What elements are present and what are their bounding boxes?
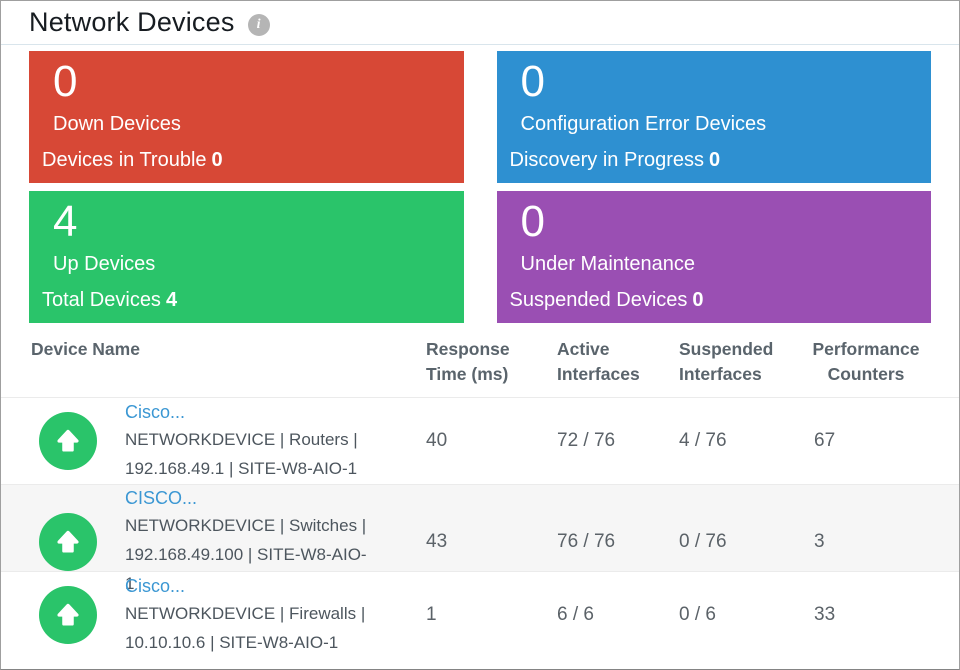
device-cell: Cisco... NETWORKDEVICE | Firewalls | 10.… [1, 573, 426, 657]
card-configuration-error-devices[interactable]: 0 Configuration Error Devices Discovery … [496, 51, 931, 183]
discovery-in-progress-count: 0 [709, 149, 721, 171]
configuration-error-count: 0 [520, 57, 545, 106]
device-cell: Cisco... NETWORKDEVICE | Routers | 192.1… [1, 399, 426, 483]
device-name-link[interactable]: Cisco... [125, 402, 186, 422]
down-devices-label: Down Devices [53, 113, 181, 135]
active-interfaces-value: 6 / 6 [557, 604, 594, 625]
response-time-value: 40 [426, 430, 448, 451]
suspended-devices-label: Suspended Devices [509, 289, 688, 311]
device-detail: NETWORKDEVICE | Firewalls | 10.10.10.6 |… [125, 604, 366, 652]
performance-counters-value: 33 [814, 604, 836, 625]
total-devices[interactable]: Total Devices 4 [42, 289, 177, 312]
devices-in-trouble-label: Devices in Trouble [42, 149, 207, 171]
device-name-link[interactable]: Cisco... [125, 576, 186, 596]
column-header-active-interfaces: Active Interfaces [557, 339, 640, 384]
device-up-status-icon [39, 412, 97, 470]
table-header-row: Device Name Response Time (ms) Active In… [1, 323, 959, 397]
discovery-in-progress-label: Discovery in Progress [509, 149, 705, 171]
device-text: Cisco... NETWORKDEVICE | Firewalls | 10.… [125, 573, 371, 657]
device-detail: NETWORKDEVICE | Switches | 192.168.49.10… [125, 516, 367, 593]
column-header-device-name: Device Name [31, 339, 140, 359]
table-row: CISCO... NETWORKDEVICE | Switches | 192.… [1, 484, 959, 593]
response-time-value: 1 [426, 604, 437, 625]
table-body: Cisco... NETWORKDEVICE | Routers | 192.1… [1, 397, 959, 658]
active-interfaces-value: 72 / 76 [557, 430, 616, 451]
performance-counters-value: 67 [814, 430, 836, 451]
device-up-status-icon [39, 586, 97, 644]
total-devices-label: Total Devices [42, 289, 161, 311]
column-header-suspended-interfaces: Suspended Interfaces [679, 339, 774, 384]
table-row: Cisco... NETWORKDEVICE | Firewalls | 10.… [1, 571, 959, 658]
device-text: Cisco... NETWORKDEVICE | Routers | 192.1… [125, 399, 371, 483]
under-maintenance-count: 0 [520, 197, 545, 246]
widget-header: Network Devices i [1, 1, 959, 45]
table-row: Cisco... NETWORKDEVICE | Routers | 192.1… [1, 397, 959, 484]
summary-cards: 0 Down Devices Devices in Trouble 0 0 Con… [29, 51, 931, 323]
down-devices-count: 0 [53, 57, 78, 106]
discovery-in-progress[interactable]: Discovery in Progress 0 [510, 149, 721, 172]
up-devices-label: Up Devices [53, 253, 156, 275]
device-cell: CISCO... NETWORKDEVICE | Switches | 192.… [1, 485, 426, 598]
suspended-devices[interactable]: Suspended Devices 0 [510, 289, 704, 312]
device-up-status-icon [39, 512, 97, 571]
active-interfaces-value: 76 / 76 [557, 530, 616, 552]
under-maintenance-label: Under Maintenance [520, 253, 696, 275]
suspended-interfaces-value: 4 / 76 [679, 430, 727, 451]
info-icon[interactable]: i [247, 14, 270, 36]
devices-in-trouble-count: 0 [211, 149, 223, 171]
device-detail: NETWORKDEVICE | Routers | 192.168.49.1 |… [125, 430, 358, 478]
column-header-response-time: Response Time (ms) [426, 339, 510, 384]
card-up-devices[interactable]: 4 Up Devices Total Devices 4 [29, 191, 464, 323]
card-down-devices[interactable]: 0 Down Devices Devices in Trouble 0 [29, 51, 464, 183]
performance-counters-value: 3 [814, 530, 825, 552]
total-devices-count: 4 [165, 289, 178, 311]
suspended-interfaces-value: 0 / 76 [679, 530, 727, 552]
page-title: Network Devices [29, 7, 235, 37]
up-devices-count: 4 [53, 197, 78, 246]
card-under-maintenance[interactable]: 0 Under Maintenance Suspended Devices 0 [496, 191, 931, 323]
device-text: CISCO... NETWORKDEVICE | Switches | 192.… [125, 485, 371, 598]
device-name-link[interactable]: CISCO... [125, 488, 198, 508]
devices-in-trouble[interactable]: Devices in Trouble 0 [42, 149, 223, 172]
suspended-interfaces-value: 0 / 6 [679, 604, 716, 625]
suspended-devices-count: 0 [692, 289, 704, 311]
configuration-error-label: Configuration Error Devices [520, 113, 767, 135]
column-header-performance-counters: Performance Counters [812, 339, 920, 384]
response-time-value: 43 [426, 530, 448, 552]
device-table: Device Name Response Time (ms) Active In… [1, 323, 959, 658]
